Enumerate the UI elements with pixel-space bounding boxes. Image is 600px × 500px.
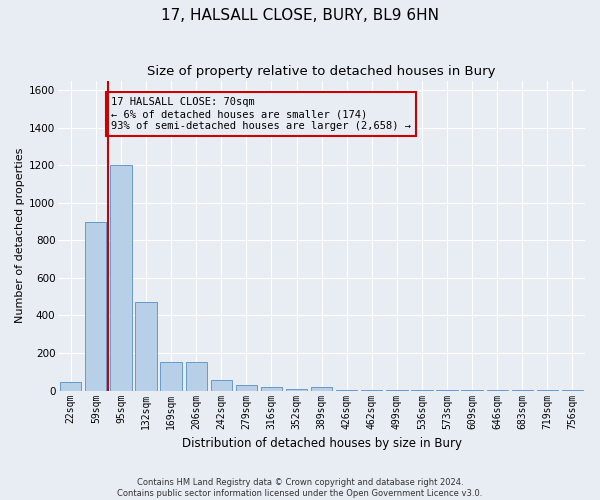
Bar (185, 362, 207, 390)
Bar (236, 385, 257, 390)
Bar (85, 222, 106, 390)
X-axis label: Distribution of detached houses by size in Bury: Distribution of detached houses by size … (182, 437, 461, 450)
Text: Contains HM Land Registry data © Crown copyright and database right 2024.
Contai: Contains HM Land Registry data © Crown c… (118, 478, 482, 498)
Bar (160, 362, 182, 390)
Bar (261, 388, 282, 390)
Bar (311, 387, 332, 390)
Y-axis label: Number of detached properties: Number of detached properties (15, 148, 25, 324)
Text: 17, HALSALL CLOSE, BURY, BL9 6HN: 17, HALSALL CLOSE, BURY, BL9 6HN (161, 8, 439, 22)
Bar (286, 389, 307, 390)
Bar (60, 382, 82, 390)
Bar (211, 380, 232, 390)
Text: 17 HALSALL CLOSE: 70sqm
← 6% of detached houses are smaller (174)
93% of semi-de: 17 HALSALL CLOSE: 70sqm ← 6% of detached… (111, 98, 411, 130)
Title: Size of property relative to detached houses in Bury: Size of property relative to detached ho… (148, 65, 496, 78)
Bar (136, 302, 157, 390)
Bar (110, 165, 131, 390)
